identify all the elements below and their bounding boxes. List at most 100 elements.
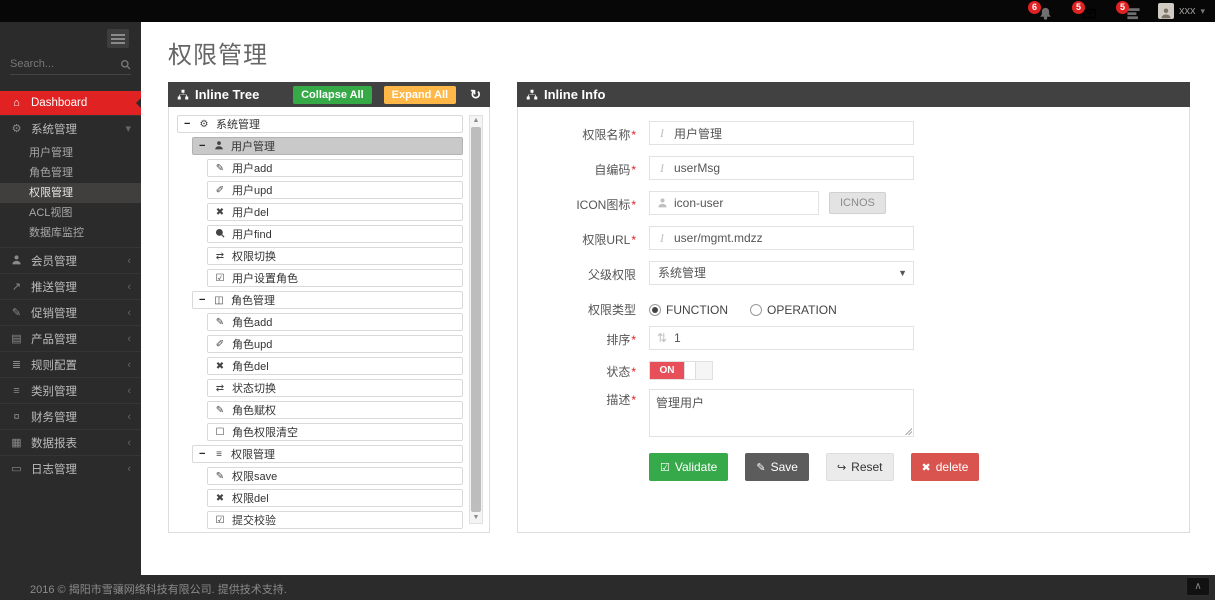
sidebar-item-0[interactable]: ⌂ Dashboard <box>0 91 141 115</box>
radio-function[interactable]: FUNCTION <box>649 303 728 317</box>
tree-node[interactable]: ✖ 用户del <box>207 203 463 221</box>
delete-button[interactable]: ✖ delete <box>910 453 980 481</box>
save-button[interactable]: ✎ Save <box>745 453 809 481</box>
tree-node[interactable]: ✖ 权限del <box>207 489 463 507</box>
icnos-button[interactable]: ICNOS <box>829 192 886 214</box>
tree-node-label: 用户设置角色 <box>232 273 298 285</box>
radio-operation[interactable]: OPERATION <box>750 303 837 317</box>
pencil-icon: ✎ <box>215 162 225 174</box>
sidebar-item-10[interactable]: ▭ 日志管理 ‹ <box>0 455 141 481</box>
scroll-up-icon[interactable]: ▲ <box>472 117 480 124</box>
finance-icon: ¤ <box>13 410 20 423</box>
reset-button[interactable]: ↪ Reset <box>825 453 894 481</box>
tree-node[interactable]: − 用户管理 <box>192 137 463 155</box>
tree-node[interactable]: − ⚙ 系统管理 <box>177 115 463 133</box>
tree-node-label: 用户find <box>232 229 272 241</box>
sidebar-item-3[interactable]: ↗ 推送管理 ‹ <box>0 273 141 299</box>
tree-node[interactable]: ✎ 角色赋权 <box>207 401 463 419</box>
tree-node[interactable]: − ≡ 权限管理 <box>192 445 463 463</box>
user-menu[interactable]: xxx ▾ <box>1157 3 1205 19</box>
bell-notification[interactable]: 6 <box>1027 1 1054 21</box>
tree-node[interactable]: ⇄ 权限切换 <box>207 247 463 265</box>
sidebar-item-8[interactable]: ¤ 财务管理 ‹ <box>0 403 141 429</box>
sidebar-item-5[interactable]: ▤ 产品管理 ‹ <box>0 325 141 351</box>
field-label: 排序* <box>606 333 636 347</box>
tree-node[interactable]: ✖ 角色del <box>207 357 463 375</box>
permission-url-input[interactable]: I user/mgmt.mdzz <box>649 226 914 250</box>
search-input[interactable] <box>10 58 120 70</box>
sort-input[interactable]: ⇅ 1 <box>649 326 914 350</box>
envelope-notification[interactable]: 5 <box>1071 1 1098 21</box>
send-icon: ↗ <box>11 281 22 293</box>
tree-node[interactable]: ✐ 角色upd <box>207 335 463 353</box>
tree-node[interactable]: ✎ 角色add <box>207 313 463 331</box>
sidebar-item-label: 类别管理 <box>31 385 77 398</box>
expand-all-button[interactable]: Expand All <box>383 85 457 104</box>
scroll-down-icon[interactable]: ▼ <box>472 514 480 521</box>
status-toggle[interactable]: ON <box>649 361 713 380</box>
submenu-item-0[interactable]: 用户管理 <box>29 147 73 159</box>
submenu-item-1[interactable]: 角色管理 <box>29 167 73 179</box>
tree-node[interactable]: 用户find <box>207 225 463 243</box>
sidebar-item-2[interactable]: 会员管理 ‹ <box>0 247 141 273</box>
promo-icon: ✎ <box>11 307 22 319</box>
search-icon <box>214 228 226 241</box>
collapse-all-button[interactable]: Collapse All <box>293 85 372 104</box>
check-square-icon: ☑ <box>215 272 225 284</box>
search-icon[interactable] <box>120 59 131 70</box>
chevron-left-icon: ‹ <box>127 280 131 293</box>
tree-node[interactable]: ⇄ 状态切换 <box>207 379 463 397</box>
icon-input[interactable]: icon-user <box>649 191 819 215</box>
sidebar-item-9[interactable]: ▦ 数据报表 ‹ <box>0 429 141 455</box>
chevron-left-icon: ‹ <box>127 410 131 423</box>
toggle-knob <box>684 362 696 379</box>
inline-tree-title: Inline Tree <box>195 87 260 102</box>
sidebar-item-6[interactable]: ≣ 规则配置 ‹ <box>0 351 141 377</box>
tree-node-label: 用户add <box>232 163 273 175</box>
tree-node[interactable]: − ◫ 角色管理 <box>192 291 463 309</box>
refresh-icon[interactable]: ↻ <box>470 86 481 102</box>
sidebar-item-1[interactable]: ⚙ 系统管理 ▾ <box>0 115 141 141</box>
chevron-left-icon: ‹ <box>127 332 131 345</box>
tree-node-label: 角色del <box>232 361 269 373</box>
sidebar-toggle-icon[interactable] <box>107 29 129 48</box>
product-icon: ▤ <box>11 333 22 345</box>
tree-node-label: 角色赋权 <box>232 405 276 417</box>
tree-node[interactable]: ☐ 角色权限清空 <box>207 423 463 441</box>
description-textarea[interactable]: 管理用户 <box>649 389 914 437</box>
sidebar-item-4[interactable]: ✎ 促销管理 ‹ <box>0 299 141 325</box>
retweet-icon: ⇄ <box>215 382 225 394</box>
notification-badge: 5 <box>1115 1 1129 14</box>
collapse-toggle-icon[interactable]: − <box>184 118 191 130</box>
submenu-item-3[interactable]: ACL视图 <box>29 207 73 219</box>
chevron-down-icon: ▼ <box>898 268 907 278</box>
tree-node[interactable]: ☑ 用户设置角色 <box>207 269 463 287</box>
sidebar-item-label: 数据报表 <box>31 437 77 450</box>
collapse-toggle-icon[interactable]: − <box>199 294 206 306</box>
tree-node[interactable]: ✎ 权限save <box>207 467 463 485</box>
collapse-toggle-icon[interactable]: − <box>199 140 206 152</box>
tree-node[interactable]: ✐ 用户upd <box>207 181 463 199</box>
tree-node[interactable]: ☑ 提交校验 <box>207 511 463 529</box>
code-input[interactable]: I userMsg <box>649 156 914 180</box>
gears-icon: ⚙ <box>11 123 22 135</box>
submenu-item-2[interactable]: 权限管理 <box>0 183 141 203</box>
collapse-toggle-icon[interactable]: − <box>199 448 206 460</box>
tree-scrollbar[interactable]: ▲ ▼ <box>469 115 483 524</box>
sidebar-menu: ⌂ Dashboard ⚙ 系统管理 ▾ 用户管理角色管理权限管理 ACL视图数据库监控会员… <box>0 91 141 481</box>
tree-node[interactable]: ✎ 用户add <box>207 159 463 177</box>
parent-permission-select[interactable]: 系统管理 ▼ <box>649 261 914 285</box>
tasks-notification[interactable]: 5 <box>1115 1 1142 21</box>
text-input-icon: I <box>660 230 664 245</box>
scrollbar-thumb[interactable] <box>471 127 481 512</box>
tree-icon <box>177 89 189 99</box>
copyright-text: 2016 © 揭阳市雪骧网络科技有限公司. 提供技术支持. <box>30 584 287 596</box>
sitemap-icon: ◫ <box>214 294 224 306</box>
scroll-to-top-button[interactable]: ∧ <box>1186 577 1210 596</box>
submenu-item-4[interactable]: 数据库监控 <box>29 227 84 239</box>
permission-name-input[interactable]: I 用户管理 <box>649 121 914 145</box>
tree-node-label: 角色add <box>232 317 273 329</box>
validate-button[interactable]: ☑ Validate <box>649 453 729 481</box>
sidebar-item-7[interactable]: ≡ 类别管理 ‹ <box>0 377 141 403</box>
field-label: 描述* <box>606 393 636 407</box>
